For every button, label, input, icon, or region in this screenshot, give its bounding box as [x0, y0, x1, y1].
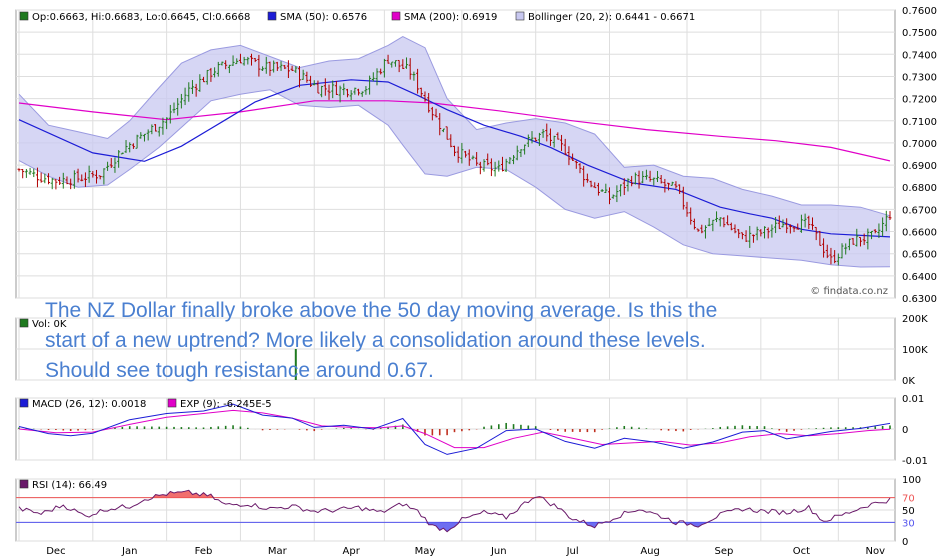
y-tick-label: 0K — [902, 376, 915, 387]
y-tick-label: 0.01 — [902, 394, 924, 405]
x-tick-label: Jul — [566, 546, 579, 557]
purple-square-icon — [19, 479, 29, 489]
legend-entry: MACD (26, 12): 0.0018 — [32, 399, 146, 410]
lavender-square-icon — [515, 11, 525, 21]
y-tick-label: -0.01 — [902, 456, 928, 467]
macd-signal-line — [18, 409, 891, 449]
legend-entry: SMA (200): 0.6919 — [404, 12, 497, 23]
macd-histogram — [18, 422, 891, 436]
legend-entry: EXP (9): -6.245E-5 — [180, 399, 272, 410]
sma50-line — [18, 79, 891, 238]
magenta-square-icon — [391, 11, 401, 21]
y-tick-label: 0.7300 — [902, 72, 937, 83]
y-tick-label: 0.7000 — [902, 139, 937, 150]
blue-square-icon — [267, 11, 277, 21]
x-tick-label: Dec — [46, 546, 65, 557]
price-legend: Op:0.6663, Hi:0.6683, Lo:0.6645, Cl:0.66… — [19, 11, 695, 23]
rsi-legend: RSI (14): 66.49 — [19, 479, 107, 491]
volume-panel: 0K 100K 200K Vol: 0K — [15, 314, 928, 387]
x-tick-label: Nov — [865, 546, 885, 557]
macd-y-axis: -0.01 0 0.01 — [902, 394, 928, 467]
x-tick-label: Aug — [640, 546, 660, 557]
x-tick-label: May — [415, 546, 436, 557]
x-tick-label: Feb — [195, 546, 213, 557]
annotation-line-1: The NZ Dollar finally broke above the 50… — [45, 299, 718, 322]
y-tick-label: 0.7200 — [902, 95, 937, 106]
y-tick-label: 100 — [902, 475, 921, 486]
rsi-oversold-fill — [19, 522, 890, 532]
macd-panel: -0.01 0 0.01 MACD (26, 12): 0.0018 EXP (9):… — [15, 394, 928, 467]
y-tick-label: 0.6900 — [902, 161, 937, 172]
annotation-line-2: start of a new uptrend? More likely a co… — [45, 329, 706, 352]
y-tick-label: 0.7400 — [902, 50, 937, 61]
y-tick-label: 0.6600 — [902, 228, 937, 239]
green-square-icon — [19, 11, 29, 21]
bollinger-lower-line — [18, 89, 891, 268]
y-tick-label: 70 — [902, 494, 915, 505]
legend-entry: Vol: 0K — [32, 319, 67, 330]
macd-legend: MACD (26, 12): 0.0018 EXP (9): -6.245E-5 — [19, 398, 272, 410]
legend-entry: Op:0.6663, Hi:0.6683, Lo:0.6645, Cl:0.66… — [32, 12, 250, 23]
legend-entry: Bollinger (20, 2): 0.6441 - 0.6671 — [528, 12, 695, 23]
y-tick-label: 0 — [902, 537, 908, 548]
y-tick-label: 0.6800 — [902, 183, 937, 194]
annotation-text: The NZ Dollar finally broke above the 50… — [45, 296, 845, 386]
price-y-axis: 0.6300 0.6400 0.6500 0.6600 0.6700 0.6800 0.69… — [902, 6, 937, 305]
x-axis-month-labels: Dec Jan Feb Mar Apr May Jun Jul Aug Sep Oct Nov — [46, 546, 885, 557]
green-square-icon — [19, 318, 29, 328]
rsi-line — [18, 489, 891, 533]
x-tick-label: Apr — [343, 546, 361, 557]
y-tick-label: 0.6300 — [902, 294, 937, 305]
y-tick-label: 0.7600 — [902, 6, 937, 17]
y-tick-label: 50 — [902, 506, 915, 517]
y-tick-label: 0.7100 — [902, 117, 937, 128]
price-bars — [17, 53, 892, 266]
y-tick-label: 100K — [902, 345, 928, 356]
x-tick-label: Jan — [121, 546, 137, 557]
annotation-line-3: Should see tough resistance around 0.67. — [45, 359, 434, 382]
y-tick-label: 30 — [902, 518, 915, 529]
blue-square-icon — [19, 398, 29, 408]
volume-grid — [16, 317, 895, 381]
price-panel: 0.6300 0.6400 0.6500 0.6600 0.6700 0.6800 0.69… — [15, 6, 937, 305]
magenta-square-icon — [167, 398, 177, 408]
y-tick-label: 0.6500 — [902, 250, 937, 261]
x-tick-label: Oct — [793, 546, 810, 557]
y-tick-label: 0.6400 — [902, 272, 937, 283]
x-tick-label: Mar — [268, 546, 288, 557]
watermark: © findata.co.nz — [810, 286, 888, 297]
legend-entry: RSI (14): 66.49 — [32, 480, 107, 491]
y-tick-label: 0.6700 — [902, 205, 937, 216]
y-tick-label: 200K — [902, 314, 928, 325]
bollinger-upper-line — [18, 36, 891, 217]
y-tick-label: 0.7500 — [902, 28, 937, 39]
volume-legend: Vol: 0K — [19, 318, 67, 330]
y-tick-label: 0 — [902, 425, 908, 436]
x-tick-label: Jun — [490, 546, 507, 557]
x-tick-label: Sep — [714, 546, 733, 557]
legend-entry: SMA (50): 0.6576 — [280, 12, 367, 23]
macd-line — [18, 403, 891, 455]
sma200-line — [18, 100, 891, 162]
volume-y-axis: 0K 100K 200K — [902, 314, 928, 387]
